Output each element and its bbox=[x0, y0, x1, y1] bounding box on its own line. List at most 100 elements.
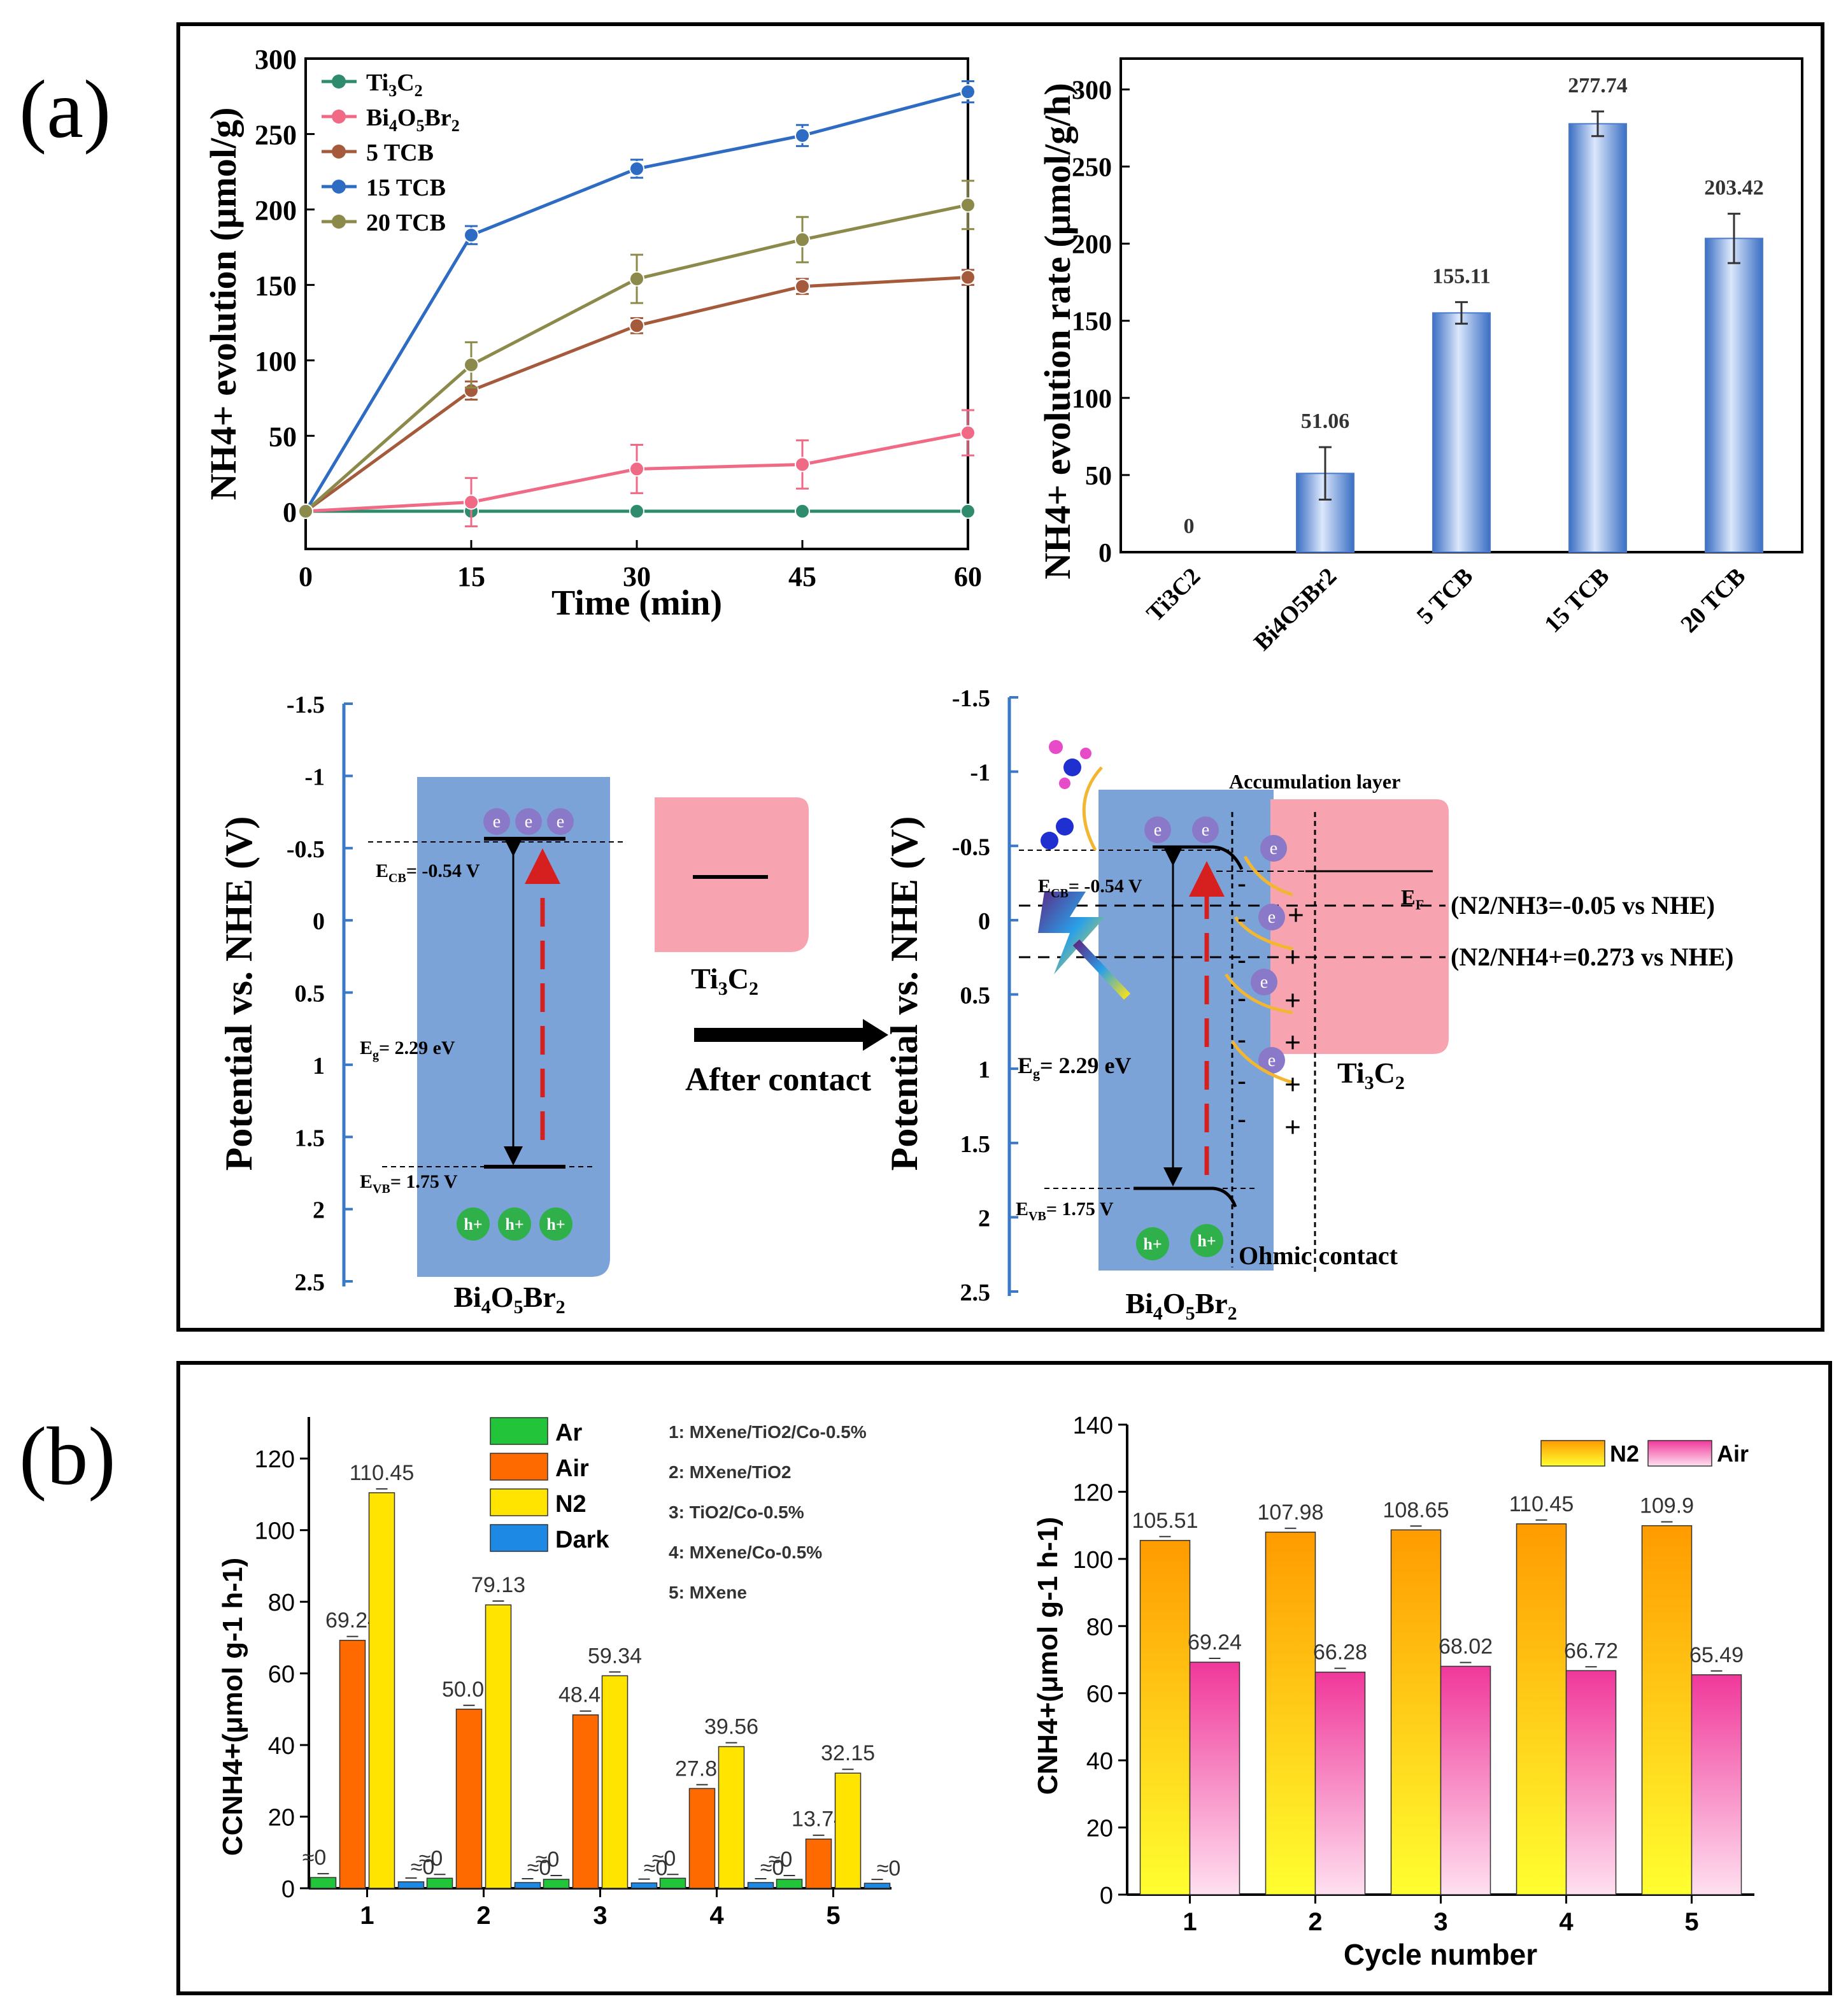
a1-legend-label: Bi4O5Br2 bbox=[366, 104, 460, 135]
svg-text:-: - bbox=[1237, 945, 1246, 974]
a2-bar bbox=[1568, 123, 1627, 553]
b1-bars-bar bbox=[309, 1877, 337, 1889]
a1-data-point bbox=[960, 425, 976, 441]
a1-data-point bbox=[795, 457, 810, 473]
ecb-label-left: ECB= -0.54 V bbox=[376, 860, 480, 885]
a1-legend-label: 20 TCB bbox=[366, 210, 446, 236]
b2-bars-bar bbox=[1139, 1540, 1191, 1895]
a2-data-label: 277.74 bbox=[1568, 74, 1628, 97]
a1-y-label: NH4+ evolution (μmol/g) bbox=[203, 108, 244, 501]
b1-bars-data-label: ≈0 bbox=[411, 1855, 435, 1879]
electron-label: e bbox=[1268, 1051, 1276, 1071]
after-contact-arrowhead bbox=[863, 1019, 888, 1051]
diag-tick-label: 0.5 bbox=[295, 981, 325, 1007]
hole-label: h+ bbox=[464, 1215, 482, 1234]
ohmic-contact-label: Ohmic contact bbox=[1239, 1241, 1398, 1270]
b1-legend-swatch bbox=[490, 1417, 548, 1445]
ti3c2-block-left bbox=[655, 797, 809, 952]
a1-data-point bbox=[464, 357, 479, 373]
light-bolt-icon bbox=[1038, 892, 1105, 974]
electron-label: e bbox=[525, 812, 532, 832]
panel-a-frame bbox=[176, 22, 1824, 1332]
ti3c2-label-right: Ti3C2 bbox=[1337, 1057, 1405, 1093]
band-diagram: -1.5-1-0.500.511.522.5 Potential vs. NHE… bbox=[218, 685, 1733, 1324]
b1-bars-data-label: ≈0 bbox=[644, 1856, 668, 1881]
a1-data-point bbox=[464, 494, 479, 510]
diag-tick-label: -0.5 bbox=[287, 836, 325, 863]
b1-bars-bar bbox=[572, 1714, 599, 1889]
b1-legend-swatch bbox=[490, 1453, 548, 1481]
a1-data-point bbox=[795, 232, 810, 248]
svg-text:-: - bbox=[1237, 869, 1246, 897]
bi4o5br2-label-right: Bi4O5Br2 bbox=[1125, 1287, 1237, 1324]
a1-legend-marker bbox=[332, 75, 346, 89]
electron-label: e bbox=[557, 812, 564, 832]
b1-axes-y-tick-label: 100 bbox=[255, 1518, 295, 1545]
a1-data-point bbox=[629, 503, 644, 519]
b2-axes-x-tick-label: 5 bbox=[1684, 1908, 1698, 1936]
b1-legend-label: Air bbox=[555, 1455, 589, 1482]
diag-tick-label: 1 bbox=[978, 1057, 990, 1083]
a1-y-tick-label: 150 bbox=[255, 270, 297, 301]
a1-y-tick-label: 50 bbox=[269, 421, 297, 452]
a1-legend-marker bbox=[332, 145, 346, 159]
b1-bars-data-label: ≈0 bbox=[527, 1856, 551, 1880]
b2-x-label: Cycle number bbox=[1344, 1938, 1537, 1971]
b1-legend-swatch bbox=[490, 1488, 548, 1516]
svg-text:+: + bbox=[1284, 1068, 1301, 1100]
b1-legend-label: N2 bbox=[555, 1491, 586, 1518]
n2-nh3-label: (N2/NH3=-0.05 vs NHE) bbox=[1451, 891, 1715, 920]
a1-x-tick-label: 15 bbox=[457, 561, 485, 592]
a1-data-point bbox=[464, 227, 479, 243]
b1-bars-data-label: ≈0 bbox=[760, 1856, 785, 1880]
a1-data-point bbox=[960, 197, 976, 213]
electron-label: e bbox=[493, 812, 501, 832]
b1-bars-bar bbox=[514, 1882, 541, 1889]
b1-bars-data-label: ≈0 bbox=[877, 1856, 901, 1881]
diag-left-axis-label: Potential vs. NHE (V) bbox=[218, 816, 260, 1171]
b1-bars-bar bbox=[688, 1788, 716, 1889]
a1-y-tick-label: 300 bbox=[255, 44, 297, 75]
svg-text:-: - bbox=[1237, 1104, 1246, 1133]
diag-tick-label: 2 bbox=[313, 1197, 325, 1224]
electron-label: e bbox=[1260, 972, 1268, 992]
b2-bars-bar bbox=[1516, 1523, 1567, 1895]
b1-bars-data-label: ≈0 bbox=[769, 1848, 793, 1872]
b1-bars-data-label: ≈0 bbox=[419, 1846, 443, 1870]
b1-y-label: CCNH4+(μmol g-1 h-1) bbox=[217, 1558, 248, 1856]
bi4o5br2-block-right bbox=[1098, 790, 1274, 1271]
b1-sample-key: 2: MXene/TiO2 bbox=[669, 1462, 791, 1482]
a2-y-tick-label: 200 bbox=[1072, 231, 1112, 260]
a1-legend-marker bbox=[332, 110, 346, 124]
holes-left: h+ h+ h+ bbox=[457, 1207, 572, 1241]
b2-axes-x-tick-label: 1 bbox=[1183, 1908, 1197, 1936]
chart-a1-nh4-evolution: 0 50 100 150 200 250 300 0 15 30 45 60 Ti3C2 Bi4O5Br… bbox=[203, 44, 982, 623]
a2-bar bbox=[1705, 238, 1763, 553]
n2-nh4-label: (N2/NH4+=0.273 vs NHE) bbox=[1451, 943, 1733, 971]
a2-bar bbox=[1432, 312, 1491, 553]
diag-tick-label: -1.5 bbox=[952, 685, 990, 712]
diag-tick-label: -1 bbox=[970, 760, 990, 787]
b2-bars-bar bbox=[1440, 1665, 1491, 1895]
a2-category-label: 15 TCB bbox=[1539, 563, 1614, 638]
a1-data-point bbox=[960, 269, 976, 285]
hole-label: h+ bbox=[546, 1215, 565, 1234]
b1-bars-data-label: 79.13 bbox=[471, 1573, 525, 1597]
b2-bars-data-label: 68.02 bbox=[1439, 1634, 1493, 1658]
a1-legend-label: 15 TCB bbox=[366, 174, 446, 201]
b2-bars-bar bbox=[1314, 1671, 1366, 1895]
a2-data-label: 0 bbox=[1184, 515, 1195, 538]
a1-x-tick-label: 0 bbox=[299, 561, 313, 592]
b1-bars-bar bbox=[485, 1604, 512, 1889]
diag-tick-label: 0.5 bbox=[960, 983, 991, 1009]
a1-data-point bbox=[629, 461, 644, 477]
b1-y-label-text: CNH4+(μmol g-1 h-1) bbox=[217, 1558, 248, 1835]
b1-axes-x-tick-label: 5 bbox=[826, 1902, 840, 1930]
a1-y-tick-label: 100 bbox=[255, 346, 297, 377]
bi4o5br2-label-left: Bi4O5Br2 bbox=[453, 1281, 565, 1318]
b1-sample-key: 3: TiO2/Co-0.5% bbox=[669, 1502, 804, 1522]
a1-data-point bbox=[629, 160, 644, 176]
b1-axes-y-tick-label: 80 bbox=[268, 1590, 295, 1616]
a1-data-point bbox=[629, 271, 644, 287]
a2-data-label: 51.06 bbox=[1301, 409, 1350, 433]
